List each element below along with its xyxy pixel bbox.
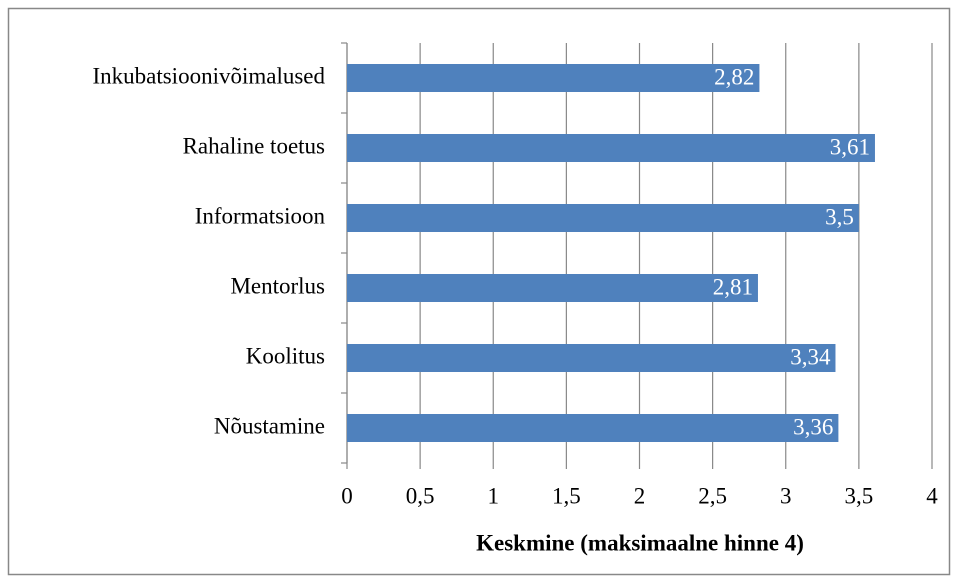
- data-label: 2,82: [714, 64, 754, 89]
- bar: [347, 274, 758, 302]
- data-label: 2,81: [713, 274, 753, 299]
- y-tick-label: Informatsioon: [195, 203, 326, 228]
- y-tick-label: Mentorlus: [230, 273, 325, 298]
- x-tick-label: 1,5: [552, 483, 581, 508]
- x-tick-label: 0,5: [406, 483, 435, 508]
- data-label: 3,5: [825, 204, 854, 229]
- data-label: 3,61: [830, 134, 870, 159]
- x-axis-title: Keskmine (maksimaalne hinne 4): [476, 530, 804, 555]
- x-tick-label: 4: [926, 483, 938, 508]
- bar: [347, 344, 836, 372]
- bar: [347, 204, 859, 232]
- x-tick-label: 3,5: [845, 483, 874, 508]
- y-tick-label: Nõustamine: [214, 413, 325, 438]
- data-label: 3,34: [790, 344, 831, 369]
- x-tick-label: 0: [341, 483, 353, 508]
- bar: [347, 64, 760, 92]
- data-label: 3,36: [793, 414, 833, 439]
- bar: [347, 414, 839, 442]
- x-tick-label: 1: [488, 483, 500, 508]
- y-tick-label: Koolitus: [246, 343, 325, 368]
- x-tick-label: 3: [780, 483, 792, 508]
- x-tick-label: 2,5: [698, 483, 727, 508]
- y-tick-label: Rahaline toetus: [183, 133, 325, 158]
- x-tick-label: 2: [634, 483, 646, 508]
- bar: [347, 134, 875, 162]
- y-tick-label: Inkubatsioonivõimalused: [92, 63, 325, 88]
